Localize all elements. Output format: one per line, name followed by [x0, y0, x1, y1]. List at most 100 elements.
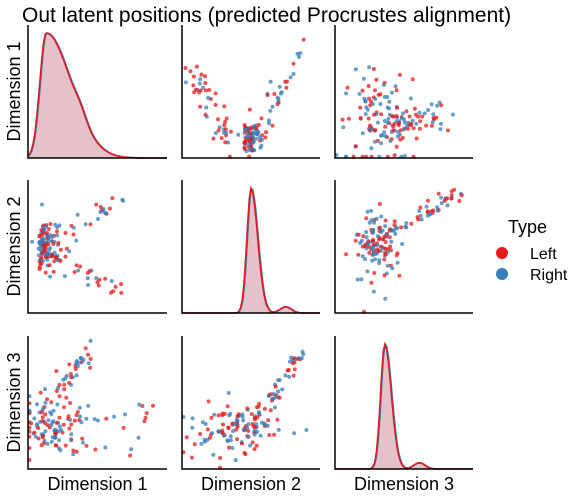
point-left	[62, 387, 67, 392]
point-left	[191, 83, 196, 88]
point-left	[383, 240, 388, 245]
point-left	[248, 125, 253, 130]
point-left	[266, 418, 271, 423]
point-left	[84, 443, 89, 448]
point-right	[375, 243, 380, 248]
point-left	[394, 88, 399, 93]
point-left	[61, 422, 66, 427]
point-left	[119, 290, 124, 295]
point-left	[53, 255, 58, 260]
point-left	[356, 232, 361, 237]
point-left	[378, 92, 383, 97]
legend: Type Left Right	[496, 217, 568, 284]
point-left	[275, 417, 280, 422]
panel-dimension-3-vs-dimension-3	[334, 336, 473, 470]
point-right	[252, 432, 257, 437]
point-right	[341, 125, 346, 130]
point-left	[40, 415, 45, 420]
point-right	[377, 258, 382, 263]
point-left	[378, 244, 383, 249]
point-left	[426, 209, 430, 214]
point-left	[48, 222, 53, 226]
point-left	[107, 206, 112, 211]
point-right	[59, 427, 64, 432]
point-left	[64, 395, 69, 400]
point-right	[366, 240, 371, 245]
point-right	[35, 402, 39, 407]
point-right	[259, 143, 264, 148]
point-right	[361, 76, 366, 81]
axis-spines	[334, 336, 473, 470]
point-left	[44, 231, 49, 235]
point-left	[250, 440, 255, 445]
point-right	[40, 237, 45, 242]
point-left	[389, 248, 393, 253]
axis-spines	[27, 336, 167, 470]
point-right	[301, 352, 306, 357]
point-right	[243, 127, 247, 132]
point-left	[193, 87, 198, 92]
point-left	[301, 37, 306, 42]
point-right	[385, 95, 390, 99]
point-left	[40, 419, 45, 424]
point-right	[368, 126, 373, 131]
point-left	[417, 126, 422, 131]
kde-fill	[28, 33, 167, 158]
point-right	[393, 84, 398, 89]
point-right	[53, 435, 58, 440]
point-right	[382, 119, 387, 123]
point-right	[270, 104, 275, 109]
point-left	[222, 104, 227, 109]
point-right	[276, 99, 281, 104]
point-right	[383, 134, 388, 139]
point-left	[340, 117, 345, 122]
point-right	[217, 125, 222, 130]
point-left	[272, 92, 277, 96]
point-right	[221, 433, 226, 438]
point-right	[199, 441, 204, 446]
point-left	[220, 411, 225, 416]
point-left	[143, 415, 148, 420]
point-left	[62, 405, 66, 410]
legend-marker-left	[496, 247, 508, 259]
point-left	[83, 346, 88, 351]
point-left	[63, 443, 68, 448]
point-left	[37, 234, 42, 239]
point-right	[136, 435, 141, 440]
point-right	[71, 225, 76, 230]
point-right	[79, 420, 84, 425]
point-left	[383, 124, 388, 129]
point-right	[450, 112, 455, 117]
point-left	[386, 247, 390, 252]
point-right	[355, 277, 360, 282]
point-right	[78, 356, 83, 360]
point-right	[254, 422, 259, 426]
point-right	[275, 95, 280, 100]
point-right	[77, 405, 82, 410]
point-right	[255, 429, 260, 434]
point-left	[360, 88, 365, 93]
point-left	[411, 126, 416, 131]
point-right	[371, 252, 376, 257]
point-right	[427, 212, 432, 217]
point-right	[430, 120, 435, 125]
point-left	[224, 116, 229, 121]
point-left	[46, 242, 51, 247]
point-left	[188, 69, 193, 74]
point-left	[206, 399, 211, 404]
point-left	[290, 361, 295, 366]
point-right	[246, 422, 251, 427]
point-right	[190, 425, 195, 430]
point-left	[449, 193, 454, 198]
point-left	[223, 119, 228, 124]
point-left	[54, 389, 59, 393]
point-right	[439, 195, 444, 200]
point-right	[410, 118, 415, 123]
axis-spines	[181, 25, 320, 159]
point-right	[403, 224, 408, 229]
point-right	[103, 211, 108, 216]
point-right	[88, 338, 93, 343]
point-right	[55, 233, 60, 238]
point-left	[203, 88, 208, 93]
